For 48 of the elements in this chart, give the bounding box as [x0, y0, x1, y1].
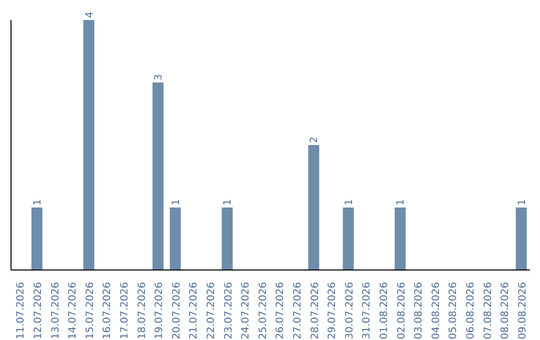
bar [152, 82, 164, 270]
bar [394, 208, 406, 270]
x-tick-label: 20.07.2026 [171, 282, 182, 340]
bar [516, 208, 527, 270]
x-tick-label: 01.08.2026 [378, 282, 390, 340]
x-tick-label: 03.08.2026 [414, 282, 425, 340]
bar [83, 20, 94, 270]
x-tick-label: 09.08.2026 [517, 282, 528, 340]
x-tick-label: 21.07.2026 [188, 282, 200, 340]
x-tick-label: 26.07.2026 [275, 282, 286, 340]
x-tick-label: 23.07.2026 [223, 282, 234, 340]
data-label: 2 [309, 136, 320, 143]
data-label: 1 [170, 199, 182, 206]
x-tick-label: 18.07.2026 [136, 282, 148, 340]
bar [170, 208, 181, 270]
x-tick-label: 22.07.2026 [206, 282, 217, 340]
x-tick-label: 30.07.2026 [344, 282, 356, 340]
x-tick-label: 05.08.2026 [448, 282, 460, 340]
x-tick-label: 14.07.2026 [68, 282, 79, 340]
x-tick-label: 16.07.2026 [102, 282, 114, 340]
bar [222, 208, 233, 270]
data-label: 1 [344, 199, 355, 206]
x-tick-label: 27.07.2026 [292, 282, 304, 340]
data-label: 4 [84, 12, 96, 18]
x-tick-label: 13.07.2026 [50, 282, 62, 340]
x-tick-label: 24.07.2026 [240, 282, 252, 340]
data-label: 3 [154, 74, 165, 80]
x-tick-label: 25.07.2026 [258, 282, 269, 340]
x-tick-label: 02.08.2026 [396, 282, 408, 340]
x-tick-label: 08.08.2026 [500, 282, 512, 340]
x-tick-label: 29.07.2026 [327, 282, 338, 340]
x-tick-label: 07.08.2026 [482, 282, 494, 340]
data-label: 1 [32, 199, 44, 206]
x-tick-label: 04.08.2026 [430, 282, 442, 340]
data-label: 1 [516, 199, 528, 206]
x-tick-label: 12.07.2026 [32, 282, 44, 340]
bar [31, 208, 42, 270]
x-tick-label: 11.07.2026 [16, 282, 27, 340]
x-tick-label: 28.07.2026 [310, 282, 321, 340]
x-tick-label: 17.07.2026 [119, 282, 130, 340]
bar [342, 208, 354, 270]
x-tick-label: 19.07.2026 [154, 282, 166, 340]
bar [308, 145, 320, 270]
x-tick-label: 06.08.2026 [465, 282, 476, 340]
data-label: 1 [222, 199, 234, 206]
data-label: 1 [396, 199, 407, 206]
x-tick-label: 31.07.2026 [362, 282, 373, 340]
x-tick-label: 15.07.2026 [84, 282, 96, 340]
